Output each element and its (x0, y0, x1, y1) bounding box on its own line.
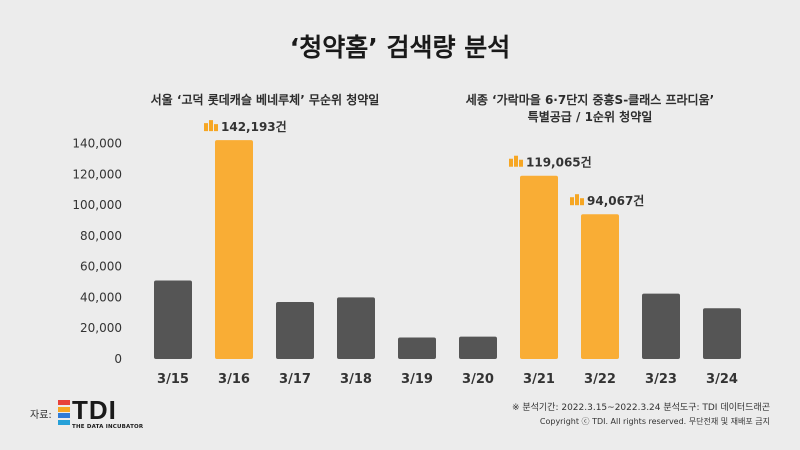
bar (520, 175, 558, 359)
chart-title: ‘청약홈’ 검색량 분석 (289, 33, 511, 62)
building-icon-part (214, 124, 218, 132)
x-tick-label: 3/21 (523, 372, 555, 387)
building-icon-part (204, 123, 208, 132)
tdi-logo: TDI THE DATA INCUBATOR (58, 395, 148, 433)
subtitle-left: 서울 ‘고덕 롯데캐슬 베네루체’ 무순위 청약일 (150, 93, 380, 107)
x-tick-label: 3/18 (340, 372, 372, 387)
x-tick-label: 3/19 (401, 372, 433, 387)
building-icon-part (519, 159, 523, 167)
building-icon (570, 194, 584, 206)
y-tick-label: 120,000 (72, 167, 122, 181)
data-label: 142,193건 (221, 119, 287, 134)
y-tick-label: 140,000 (72, 137, 122, 151)
y-tick-label: 80,000 (80, 229, 122, 243)
y-tick-label: 40,000 (80, 290, 122, 304)
subtitle-right-line1: 세종 ‘가락마을 6·7단지 중흥S-클래스 프라디움’ (465, 93, 715, 107)
y-tick-label: 60,000 (80, 260, 122, 274)
source-label: 자료: (30, 410, 52, 421)
bar (215, 140, 253, 359)
logo-mark-icon (58, 400, 70, 426)
bar (459, 336, 497, 359)
bar (398, 337, 436, 359)
subtitle-right-line2: 특별공급 / 1순위 청약일 (527, 110, 653, 124)
analysis-period-note: ※ 분석기간: 2022.3.15~2022.3.24 분석도구: TDI 데이… (511, 403, 770, 413)
subtitle-right: 세종 ‘가락마을 6·7단지 중흥S-클래스 프라디움’ 특별공급 / 1순위 … (400, 92, 780, 126)
x-tick-label: 3/23 (645, 372, 677, 387)
logo-word: TDI (72, 395, 117, 425)
data-label: 94,067건 (587, 193, 644, 208)
y-tick-label: 100,000 (72, 198, 122, 212)
building-icon-part (509, 158, 513, 167)
building-icon-part (580, 198, 584, 206)
bar (642, 293, 680, 359)
y-tick-label: 20,000 (80, 321, 122, 335)
x-tick-label: 3/24 (706, 372, 738, 387)
data-label: 119,065건 (526, 155, 592, 170)
y-tick-label: 0 (114, 352, 122, 366)
x-tick-label: 3/15 (157, 372, 189, 387)
bar (276, 302, 314, 359)
bar (703, 308, 741, 359)
x-tick-label: 3/20 (462, 372, 494, 387)
building-icon-part (209, 120, 213, 132)
x-tick-label: 3/17 (279, 372, 311, 387)
bar (154, 280, 192, 359)
logo-tagline: THE DATA INCUBATOR (72, 424, 144, 430)
bar (337, 297, 375, 359)
x-tick-label: 3/16 (218, 372, 250, 387)
building-icon-part (575, 194, 579, 206)
building-icon (204, 120, 218, 132)
copyright-note: Copyright ⓒ TDI. All rights reserved. 무단… (539, 417, 770, 426)
building-icon (509, 155, 523, 167)
bar (581, 214, 619, 359)
building-icon-part (514, 155, 518, 167)
building-icon-part (570, 197, 574, 206)
x-tick-label: 3/22 (584, 372, 616, 387)
